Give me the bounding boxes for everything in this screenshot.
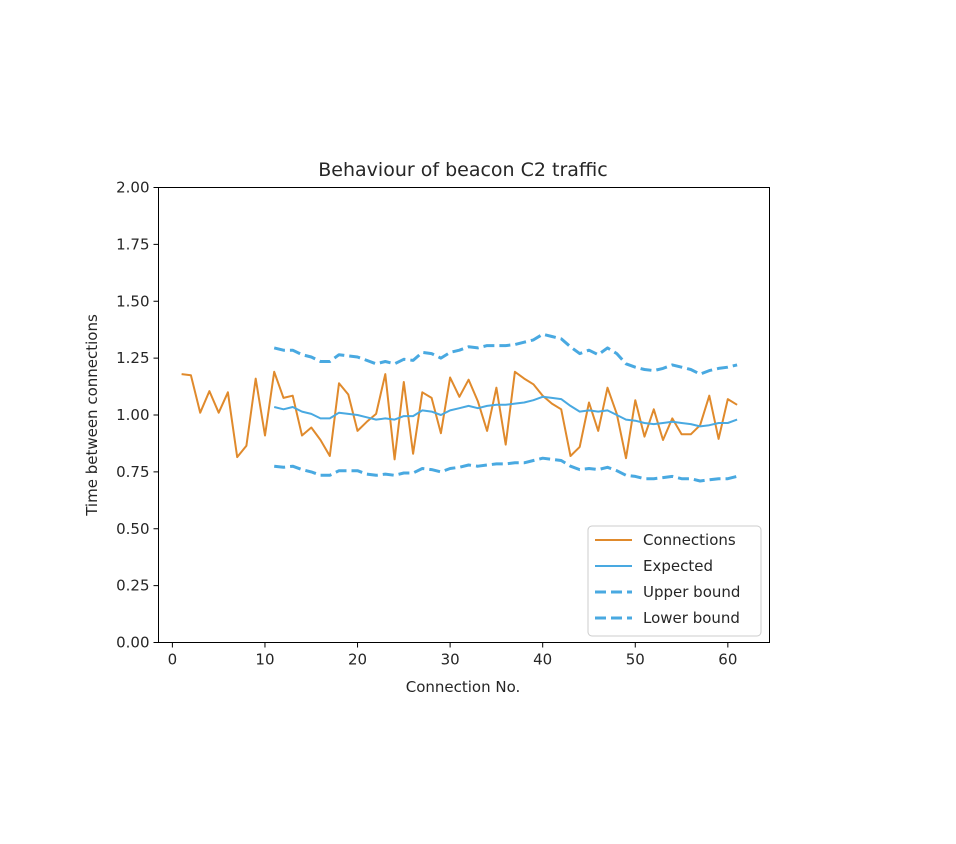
y-tick-label: 2.00 (116, 179, 149, 197)
x-tick-label: 50 (626, 651, 645, 669)
y-tick-label: 1.00 (116, 406, 149, 424)
legend-box (587, 525, 762, 637)
series-layer (181, 332, 738, 483)
y-tick-label: 1.25 (116, 349, 149, 367)
y-axis-label: Time between connections (83, 314, 101, 517)
y-tick-label: 0.75 (116, 463, 149, 481)
x-axis-label: Connection No. (406, 678, 521, 696)
x-tick-label: 60 (718, 651, 737, 669)
series-line-upper-bound (273, 332, 738, 376)
x-tick-label: 40 (533, 651, 552, 669)
legend-label: Connections (643, 531, 736, 549)
legend: Connections Expected Upper bound Lower boun… (587, 525, 762, 637)
y-tick-label: 1.50 (116, 292, 149, 310)
series-line-expected (273, 395, 738, 428)
x-tick-label: 0 (168, 651, 178, 669)
chart-title: Behaviour of beacon C2 traffic (318, 159, 607, 181)
x-axis: 0 10 20 30 40 50 60 (168, 642, 737, 669)
legend-label: Expected (643, 557, 713, 575)
legend-label: Lower bound (643, 609, 740, 627)
y-tick-label: 0.25 (116, 577, 149, 595)
y-tick-label: 1.75 (116, 235, 149, 253)
x-tick-label: 20 (348, 651, 367, 669)
x-tick-label: 10 (255, 651, 274, 669)
series-line-connections (181, 370, 738, 461)
legend-label: Upper bound (643, 583, 740, 601)
y-axis: 0.00 0.25 0.50 0.75 1.00 1.25 1.50 1.75 2.00 (116, 179, 159, 652)
y-tick-label: 0.50 (116, 520, 149, 538)
x-tick-label: 30 (441, 651, 460, 669)
y-tick-label: 0.00 (116, 634, 149, 652)
